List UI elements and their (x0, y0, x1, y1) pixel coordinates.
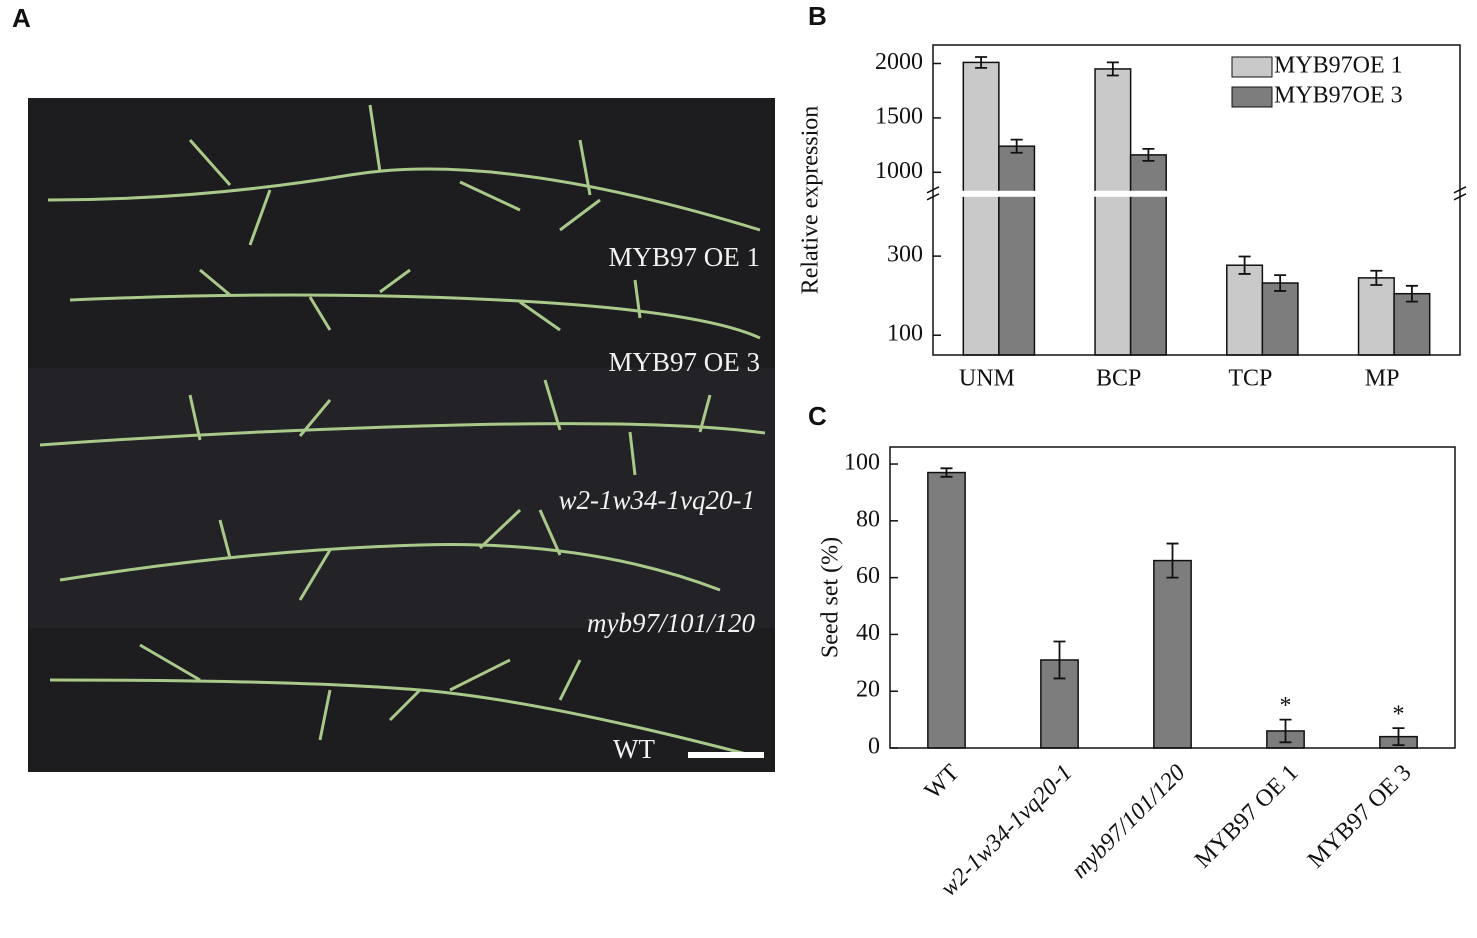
y-tick-label: 60 (856, 563, 880, 589)
photo-label: MYB97 OE 3 (608, 347, 760, 377)
bar (927, 471, 966, 749)
bar (1153, 559, 1192, 749)
error-bar (1010, 138, 1023, 154)
error-bar (1053, 640, 1066, 680)
y-tick-label: 1000 (875, 158, 923, 184)
photo-label: myb97/101/120 (587, 608, 755, 638)
y-tick-label: 300 (887, 242, 923, 268)
x-tick-label: myb97/101/120 (1067, 760, 1191, 884)
bar (1129, 154, 1167, 356)
panel-letter: C (808, 401, 827, 431)
photo (28, 98, 775, 772)
plot-frame (932, 44, 1461, 356)
y-tick-label: 1500 (875, 103, 923, 129)
legend-swatch (1231, 56, 1273, 78)
panel-letter: B (808, 1, 827, 31)
bar (1226, 264, 1264, 356)
x-tick-label: BCP (1096, 366, 1141, 392)
bar (1261, 282, 1299, 356)
y-axis-label: Seed set (%) (818, 537, 844, 658)
error-bar (1392, 727, 1405, 747)
y-tick-label: 100 (887, 321, 923, 347)
error-bar (940, 467, 953, 478)
x-tick-label: TCP (1228, 366, 1272, 392)
significance-mark: * (1280, 693, 1292, 719)
legend-label: MYB97OE 1 (1274, 53, 1403, 79)
significance-mark: * (1393, 702, 1405, 728)
legend-label: MYB97OE 3 (1274, 83, 1403, 109)
y-tick-label: 20 (856, 677, 880, 703)
panel-letter: A (12, 3, 31, 33)
y-axis-label: Relative expression (798, 106, 824, 295)
y-tick-label: 40 (856, 620, 880, 646)
bar (1094, 68, 1132, 356)
bar (1357, 277, 1395, 356)
y-tick-label: 2000 (875, 49, 923, 75)
photo-label: w2-1w34-1vq20-1 (559, 485, 755, 515)
error-bar (1274, 274, 1287, 292)
x-tick-label: MP (1365, 366, 1400, 392)
x-tick-label: MYB97 OE 1 (1190, 760, 1304, 874)
error-bar (975, 56, 988, 69)
y-tick-label: 100 (844, 450, 880, 476)
error-bar (1405, 284, 1418, 303)
bar (962, 61, 1000, 356)
x-tick-label: MYB97 OE 3 (1303, 760, 1417, 874)
photo-label: MYB97 OE 1 (608, 242, 760, 272)
x-tick-label: UNM (959, 366, 1015, 392)
y-tick-label: 0 (868, 734, 880, 760)
axis-break (934, 190, 1459, 197)
photo-label: WT (613, 734, 655, 764)
error-bar (1166, 542, 1179, 579)
error-bar (1238, 255, 1251, 275)
y-tick-label: 80 (856, 506, 880, 532)
legend-swatch (1231, 86, 1273, 108)
error-bar (1370, 269, 1383, 286)
error-bar (1142, 148, 1155, 162)
bar (998, 145, 1036, 356)
plot-frame (889, 446, 1456, 749)
x-tick-label: WT (920, 760, 965, 805)
error-bar (1106, 61, 1119, 77)
bar (1393, 292, 1431, 356)
error-bar (1279, 718, 1292, 744)
